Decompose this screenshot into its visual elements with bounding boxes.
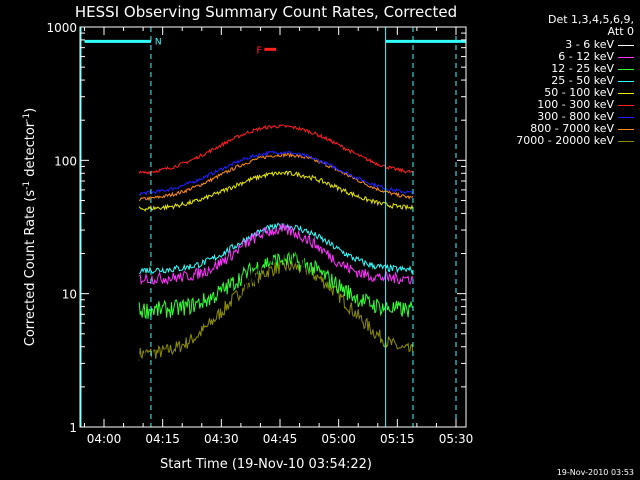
legend-entry: 3 - 6 keV xyxy=(516,39,634,51)
legend-label: 12 - 25 keV xyxy=(551,62,614,75)
y-tick-label: 100 xyxy=(54,154,77,168)
legend-entry: 12 - 25 keV xyxy=(516,63,634,75)
legend-entry: 100 - 300 keV xyxy=(516,99,634,111)
legend-label: 800 - 7000 keV xyxy=(530,122,614,135)
legend-label: 3 - 6 keV xyxy=(565,38,614,51)
series-line-7 xyxy=(138,151,414,202)
y-axis-label-part2: detector xyxy=(23,121,38,181)
legend-header-1: Det 1,3,4,5,6,9, xyxy=(547,13,634,26)
y-axis-label: Corrected Count Rate (s-1 detector-1) xyxy=(22,108,38,346)
legend-entry: 7000 - 20000 keV xyxy=(516,135,634,147)
series-line-6 xyxy=(138,150,414,197)
legend-swatch xyxy=(618,116,634,118)
x-tick-label: 04:30 xyxy=(204,432,239,446)
x-axis-label: Start Time (19-Nov-10 03:54:22) xyxy=(160,457,372,472)
axis-layer: 04:00 04:15 04:30 04:45 05:00 05:15 05:30 1 10 10… xyxy=(46,21,473,446)
legend-entry: 50 - 100 keV xyxy=(516,87,634,99)
legend-entry: 300 - 800 keV xyxy=(516,111,634,123)
plot-frame xyxy=(79,26,467,428)
series-line-3 xyxy=(139,222,414,275)
y-axis-label-part1: Corrected Count Rate (s xyxy=(23,190,38,347)
legend: Det 1,3,4,5,6,9, Att 0 3 - 6 keV 6 - 12 k… xyxy=(516,14,634,147)
legend-swatch xyxy=(618,104,634,106)
legend-label: 300 - 800 keV xyxy=(537,110,614,123)
x-tick-label: 04:15 xyxy=(145,432,180,446)
legend-label: 6 - 12 keV xyxy=(558,50,614,63)
x-tick-label: 05:15 xyxy=(380,432,415,446)
series-line-0 xyxy=(138,235,414,379)
legend-swatch xyxy=(618,92,634,94)
y-axis-label-sup2: -1 xyxy=(22,113,32,122)
legend-header-2: Att 0 xyxy=(607,25,634,38)
legend-swatch xyxy=(618,140,634,142)
legend-label: 100 - 300 keV xyxy=(537,98,614,111)
series-line-4 xyxy=(138,170,414,212)
x-tick-label: 04:45 xyxy=(263,432,298,446)
y-axis-label-sup1: -1 xyxy=(22,181,32,190)
legend-label: 50 - 100 keV xyxy=(544,86,614,99)
legend-swatch xyxy=(618,44,634,46)
legend-entry: 800 - 7000 keV xyxy=(516,123,634,135)
legend-swatch xyxy=(618,128,634,130)
chart-title: HESSI Observing Summary Count Rates, Cor… xyxy=(75,3,457,21)
legend-swatch xyxy=(618,68,634,70)
flare-label: F xyxy=(256,45,262,56)
series-layer xyxy=(138,124,414,379)
y-tick-label: 1000 xyxy=(46,21,77,35)
night-label: N xyxy=(155,37,162,47)
legend-label: 7000 - 20000 keV xyxy=(516,134,614,147)
legend-entry: 25 - 50 keV xyxy=(516,75,634,87)
legend-swatch xyxy=(618,56,634,58)
footer-timestamp: 19-Nov-2010 03:53 xyxy=(557,468,634,477)
x-tick-label: 05:00 xyxy=(321,432,356,446)
legend-entry: 6 - 12 keV xyxy=(516,51,634,63)
y-axis-label-part3: ) xyxy=(23,108,38,113)
series-line-2 xyxy=(138,251,414,320)
series-line-5 xyxy=(138,124,414,175)
y-tick-label: 1 xyxy=(69,421,77,435)
series-line-8 xyxy=(138,259,414,361)
legend-swatch xyxy=(618,80,634,82)
legend-rows: 3 - 6 keV 6 - 12 keV 12 - 25 keV 25 - 50 ke… xyxy=(516,39,634,147)
x-tick-label: 05:30 xyxy=(439,432,474,446)
x-tick-label: 04:00 xyxy=(87,432,122,446)
y-tick-label: 10 xyxy=(62,288,77,302)
series-line-1 xyxy=(138,222,414,286)
legend-label: 25 - 50 keV xyxy=(551,74,614,87)
annotation-layer: NF xyxy=(80,27,466,427)
